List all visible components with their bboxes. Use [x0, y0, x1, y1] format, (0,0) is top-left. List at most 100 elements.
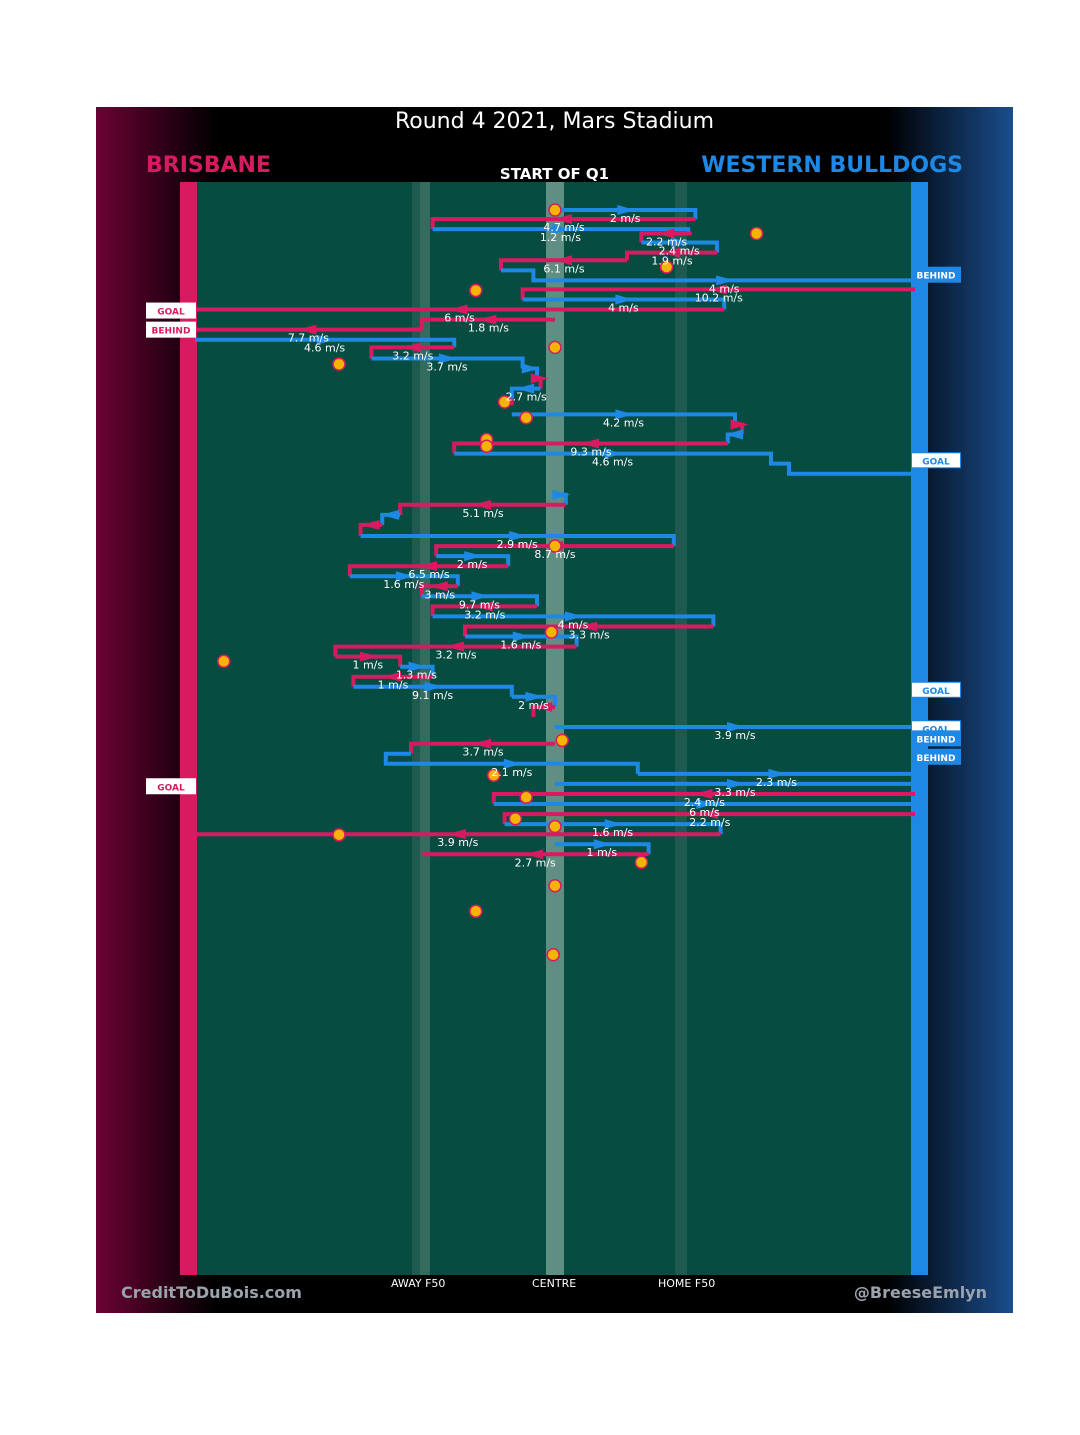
- direction-arrow-57: [593, 839, 612, 850]
- team-home-label: BRISBANE: [146, 153, 271, 178]
- direction-arrow-53: [696, 799, 715, 810]
- direction-arrow-17: [530, 373, 549, 384]
- speed-label-47: 3.9 m/s: [714, 729, 755, 742]
- speed-labels: 2 m/s4.7 m/s1.2 m/s 2.2 m/s2.4 m/s1.9 m/s…: [288, 212, 797, 869]
- direction-arrow-0: [617, 205, 636, 216]
- direction-arrow-33: [395, 571, 414, 582]
- possession-path-32: [347, 564, 509, 577]
- score-flag-label-7: BEHIND: [917, 754, 956, 764]
- stoppage-marker-11: [544, 625, 559, 639]
- stoppage-marker-7: [519, 411, 533, 425]
- score-flag-1: [146, 302, 196, 319]
- speed-label-15: 3.7 m/s: [426, 360, 467, 373]
- credit-right: @BreeseEmlyn: [853, 1283, 987, 1302]
- possession-path-8: [520, 287, 915, 300]
- speed-label-43: 1 m/s: [378, 679, 409, 692]
- score-flag-label-2: BEHIND: [152, 327, 191, 337]
- direction-arrow-32: [419, 561, 437, 572]
- possession-path-33: [349, 574, 460, 587]
- speed-label-3: 2.2 m/s: [646, 236, 687, 249]
- direction-arrow-37: [565, 611, 583, 622]
- brisbane-goal-bar: [180, 182, 197, 1275]
- direction-arrow-26: [473, 499, 491, 510]
- stoppage-marker-19: [634, 855, 649, 870]
- possession-path-29: [360, 534, 676, 547]
- speed-label-13: 4.6 m/s: [304, 342, 345, 355]
- speed-label-2: 1.2 m/s: [540, 231, 581, 244]
- possession-path-0: [555, 208, 698, 220]
- direction-arrow-24: [604, 448, 623, 459]
- possession-path-23: [452, 441, 728, 454]
- speed-label-34: 3 m/s: [424, 588, 455, 601]
- speed-label-36: 3.2 m/s: [464, 608, 505, 621]
- possession-path-14: [369, 345, 455, 359]
- direction-arrow-5: [662, 247, 680, 258]
- direction-arrow-16: [521, 363, 540, 374]
- possession-path-9: [522, 297, 727, 310]
- possession-path-38: [463, 624, 714, 637]
- possession-path-43: [351, 674, 433, 687]
- possession-path-57: [555, 842, 651, 855]
- direction-arrow-10: [449, 304, 468, 315]
- possession-path-52: [491, 792, 915, 804]
- direction-arrow-22: [725, 429, 743, 440]
- speed-label-0: 2 m/s: [610, 212, 641, 225]
- speed-label-31: 2 m/s: [457, 558, 488, 571]
- speed-label-6: 6.1 m/s: [543, 262, 584, 275]
- speed-label-35: 9.7 m/s: [459, 598, 500, 611]
- score-flag-label-6: BEHIND: [917, 735, 956, 745]
- chart-title: Round 4 2021, Mars Stadium: [394, 109, 715, 134]
- direction-arrow-35: [471, 591, 490, 602]
- stoppage-marker-1: [749, 226, 764, 241]
- direction-arrow-40: [446, 641, 464, 652]
- speed-label-54: 2.2 m/s: [689, 816, 730, 829]
- score-flag-2: [146, 321, 196, 338]
- speed-label-14: 3.2 m/s: [392, 349, 433, 362]
- stoppage-marker-13: [555, 733, 569, 748]
- possession-path-1: [430, 217, 696, 230]
- speed-label-8: 10.2 m/s: [695, 291, 743, 304]
- direction-arrow-14: [402, 342, 421, 353]
- possession-path-4: [641, 240, 719, 253]
- direction-arrow-38: [579, 621, 598, 632]
- speed-label-11: 1.8 m/s: [468, 322, 509, 335]
- direction-arrow-12: [298, 324, 317, 335]
- possession-path-55: [504, 822, 723, 835]
- stoppage-marker-0: [548, 203, 562, 217]
- score-flags: BEHINDGOALBEHINDGOALGOALGOALBEHINDBEHIND…: [146, 266, 961, 795]
- score-flag-fill-4: [912, 682, 960, 697]
- speed-label-56: 3.9 m/s: [437, 836, 478, 849]
- direction-arrow-54: [699, 809, 718, 820]
- direction-arrow-49: [503, 758, 522, 769]
- stoppage-marker-20: [548, 878, 562, 893]
- speed-label-50: 2.3 m/s: [756, 776, 797, 789]
- tick-home-f50: HOME F50: [658, 1277, 716, 1290]
- speed-label-9: 4 m/s: [608, 301, 639, 314]
- speed-label-5: 1.9 m/s: [651, 255, 692, 268]
- speed-label-58: 2.7 m/s: [515, 856, 556, 869]
- speed-label-37: 4 m/s: [558, 618, 589, 631]
- direction-arrow-31: [464, 551, 483, 562]
- speed-label-45: 2 m/s: [518, 699, 549, 712]
- possession-path-31: [436, 554, 511, 567]
- speed-label-39: 1.6 m/s: [500, 639, 541, 652]
- direction-arrow-27: [381, 509, 400, 520]
- direction-arrow-2: [552, 224, 571, 235]
- score-flag-label-0: BEHIND: [917, 272, 956, 282]
- speed-label-44: 9.1 m/s: [412, 689, 453, 702]
- direction-arrow-28: [361, 519, 380, 530]
- away-f50-line: [420, 182, 430, 1275]
- speed-label-49: 2.1 m/s: [491, 766, 532, 779]
- direction-arrow-3: [656, 228, 675, 239]
- speed-label-53: 6 m/s: [689, 806, 720, 819]
- direction-arrow-13: [316, 334, 335, 345]
- possession-path-40: [333, 644, 577, 657]
- speed-label-33: 1.6 m/s: [383, 578, 424, 591]
- stoppage-marker-3: [469, 283, 483, 298]
- stoppage-marker-10: [548, 539, 562, 553]
- speed-label-1: 4.7 m/s: [543, 221, 584, 234]
- direction-arrow-21: [730, 419, 749, 430]
- stoppage-marker-18: [332, 828, 346, 842]
- direction-arrow-20: [615, 409, 634, 420]
- direction-arrow-25: [552, 489, 571, 500]
